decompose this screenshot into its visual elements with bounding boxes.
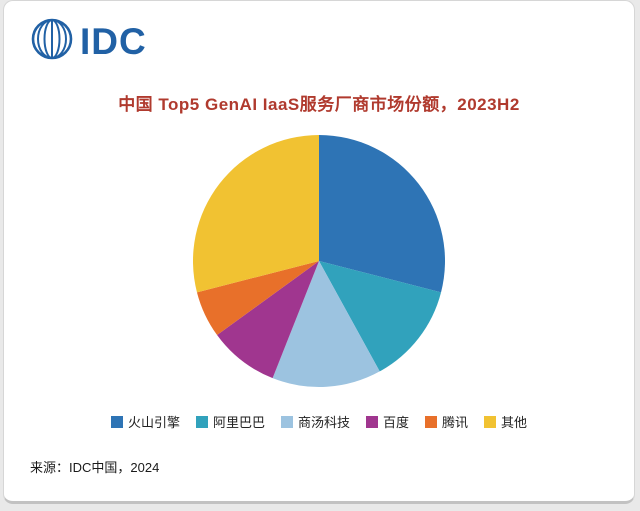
pie-slice-2 [272,261,380,387]
chart-title: 中国 Top5 GenAI IaaS服务厂商市场份额，2023H2 [118,95,520,114]
legend-label: 百度 [383,415,410,430]
legend-swatch [195,415,208,428]
pie-slice-1 [319,261,442,372]
legend-swatch [425,415,438,428]
idc-logo-text: IDC [80,21,147,62]
source-note: 来源：IDC中国，2024 [30,460,160,475]
legend-item-2: 商汤科技 [280,412,350,431]
idc-logo: IDC [4,1,634,66]
pie-slice-5 [193,135,319,293]
legend-swatch [366,415,378,428]
legend-item-5: 其他 [484,412,527,431]
pie-slice-3 [217,261,319,379]
legend-item-0: 火山引擎 [110,412,180,431]
legend-label: 阿里巴巴 [212,415,265,430]
legend-item-1: 阿里巴巴 [195,412,265,431]
legend-label: 火山引擎 [127,415,180,430]
pie-chart-container [191,133,447,394]
pie-slice-4 [196,261,319,336]
legend-swatch [110,415,123,428]
legend-label: 其他 [501,415,528,430]
pie-chart [193,135,445,387]
legend-swatch [484,415,497,428]
report-card: IDC 中国 Top5 GenAI IaaS服务厂商市场份额，2023H2 火山… [3,0,635,504]
legend-item-3: 百度 [366,412,409,431]
legend-item-4: 腾讯 [425,412,468,431]
legend-swatch [280,415,293,428]
pie-slice-0 [319,135,445,293]
legend-label: 腾讯 [442,415,469,430]
legend: 火山引擎 阿里巴巴 商汤科技 百度 腾讯 其他 [4,412,634,431]
idc-globe-icon [30,17,74,66]
legend-label: 商汤科技 [297,415,350,430]
